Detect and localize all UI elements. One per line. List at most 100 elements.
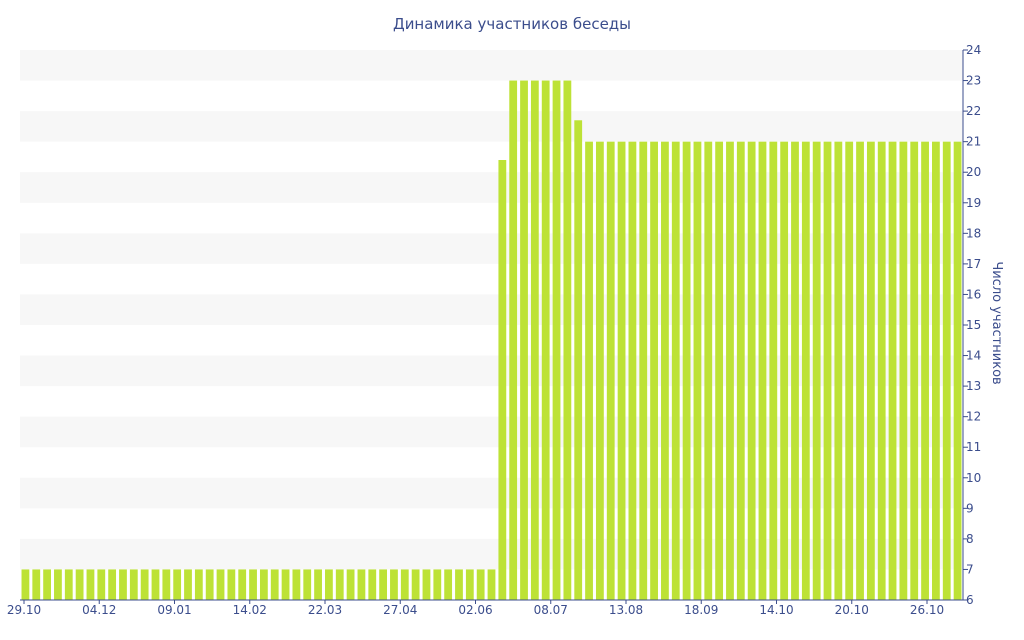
grid-bands <box>20 50 963 570</box>
bar <box>682 141 691 601</box>
y-tick-label: 18 <box>966 226 981 240</box>
bar <box>758 141 767 601</box>
bar <box>661 141 669 601</box>
x-tick-label: 14.02 <box>233 603 267 617</box>
bar <box>238 569 247 600</box>
bar <box>205 569 214 600</box>
y-tick-label: 16 <box>966 287 981 301</box>
x-tick-label: 20.10 <box>835 603 869 617</box>
bar <box>801 141 810 601</box>
bar <box>628 141 637 601</box>
bar <box>812 141 821 601</box>
x-tick-label: 13.08 <box>609 603 643 617</box>
bar <box>173 569 182 600</box>
bar <box>335 569 344 600</box>
y-tick-label: 14 <box>966 349 981 363</box>
grid-band <box>20 477 963 509</box>
bar <box>639 141 648 601</box>
y-tick-label: 20 <box>966 165 981 179</box>
bar <box>21 569 30 600</box>
bar <box>64 569 73 600</box>
bar <box>823 141 832 601</box>
y-tick-label: 9 <box>966 501 974 515</box>
grid-band <box>20 111 963 142</box>
y-tick-label: 21 <box>966 135 981 149</box>
axes: 6 7 8 9 10 11 12 13 14 15 16 17 18 19 20 21 22 23 24 29.10 0… <box>7 43 981 617</box>
bar <box>411 569 420 600</box>
bar <box>650 141 658 601</box>
x-tick-label: 14.10 <box>759 603 793 617</box>
bar <box>151 569 160 600</box>
bar <box>216 569 225 600</box>
x-tick-label: 27.04 <box>383 603 417 617</box>
x-tick-label: 04.12 <box>82 603 116 617</box>
bar <box>953 141 962 601</box>
bar <box>574 120 583 600</box>
bar <box>856 141 864 601</box>
x-tick-label: 26.10 <box>910 603 944 617</box>
bar <box>346 569 355 600</box>
bar <box>129 569 138 600</box>
bar <box>552 80 561 600</box>
bar <box>390 569 398 600</box>
bar <box>75 569 84 600</box>
bar <box>671 141 680 601</box>
y-tick-label: 23 <box>966 74 981 88</box>
grid-band <box>20 538 963 570</box>
x-tick-label: 22.03 <box>308 603 342 617</box>
bar <box>910 141 919 601</box>
bar <box>704 141 713 601</box>
y-tick-label: 13 <box>966 379 981 393</box>
bar <box>747 141 756 601</box>
bar <box>487 569 496 600</box>
bar <box>845 141 854 601</box>
bar <box>86 569 95 600</box>
bar <box>281 569 290 600</box>
chart-title: Динамика участников беседы <box>393 15 631 33</box>
y-tick-label: 15 <box>966 318 981 332</box>
bar <box>498 160 507 600</box>
bar <box>736 141 745 601</box>
bar <box>899 141 908 601</box>
bar <box>194 569 203 600</box>
bar <box>563 80 572 600</box>
bar <box>585 141 593 601</box>
y-tick-label: 12 <box>966 410 981 424</box>
y-axis-label: Число участников <box>989 261 1004 384</box>
bar <box>520 80 528 600</box>
bar <box>606 141 615 601</box>
bar <box>921 141 929 601</box>
x-tick-label: 29.10 <box>7 603 41 617</box>
grid-band <box>20 233 963 264</box>
bar <box>162 569 171 600</box>
y-tick-label: 22 <box>966 104 981 118</box>
x-tick-label: 02.06 <box>458 603 492 617</box>
bar <box>455 569 463 600</box>
grid-band <box>20 50 963 81</box>
bar <box>357 569 366 600</box>
bar <box>530 80 539 600</box>
bar <box>834 141 843 601</box>
bar <box>292 569 301 600</box>
y-tick-label: 24 <box>966 43 981 57</box>
x-tick-label: 18.09 <box>684 603 718 617</box>
bar <box>509 80 518 600</box>
bar <box>108 569 117 600</box>
bar <box>693 141 702 601</box>
y-tick-label: 6 <box>966 593 974 607</box>
y-tick-label: 17 <box>966 257 981 271</box>
bar <box>270 569 279 600</box>
bar <box>476 569 485 600</box>
x-tick-label: 09.01 <box>157 603 191 617</box>
bar <box>379 569 388 600</box>
bar <box>400 569 409 600</box>
bar <box>140 569 149 600</box>
grid-band <box>20 172 963 203</box>
y-tick-label: 7 <box>966 562 974 576</box>
bar <box>314 569 322 600</box>
bar <box>54 569 62 600</box>
bar <box>465 569 474 600</box>
bar <box>119 569 127 600</box>
bar <box>769 141 778 601</box>
